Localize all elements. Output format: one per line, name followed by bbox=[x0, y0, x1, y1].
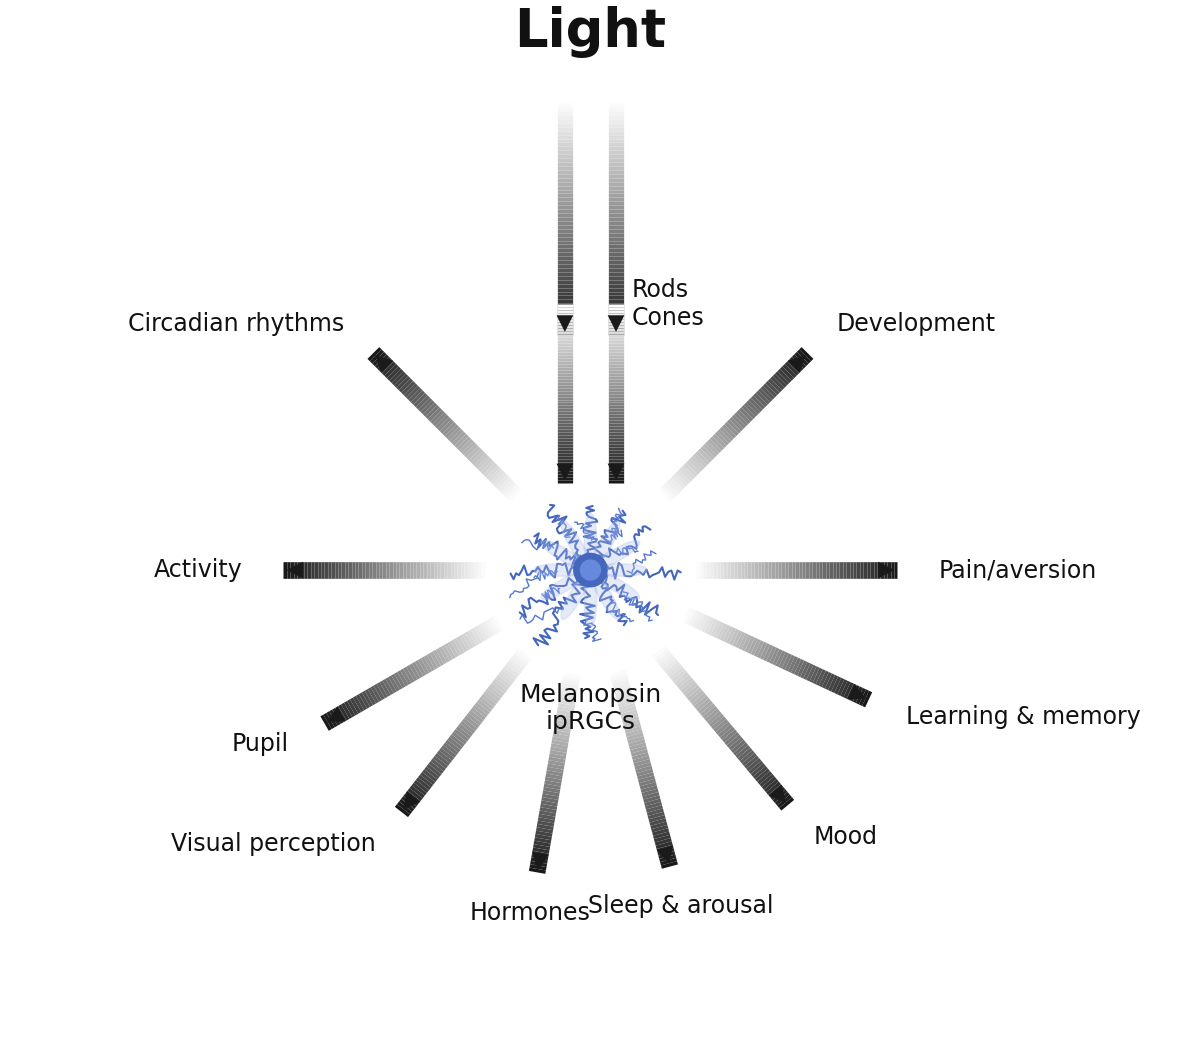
Text: Learning & memory: Learning & memory bbox=[906, 705, 1140, 729]
Polygon shape bbox=[590, 521, 620, 570]
Text: Pain/aversion: Pain/aversion bbox=[938, 558, 1097, 582]
Polygon shape bbox=[534, 563, 590, 577]
Polygon shape bbox=[590, 563, 647, 577]
Text: Rods
Cones: Rods Cones bbox=[631, 279, 704, 330]
Text: Hormones: Hormones bbox=[469, 901, 590, 925]
Circle shape bbox=[581, 560, 600, 580]
Polygon shape bbox=[590, 570, 620, 619]
Polygon shape bbox=[562, 521, 590, 570]
Text: Pupil: Pupil bbox=[232, 731, 289, 756]
Text: Development: Development bbox=[836, 312, 996, 336]
Circle shape bbox=[574, 554, 607, 586]
Text: Sleep & arousal: Sleep & arousal bbox=[588, 894, 773, 919]
Polygon shape bbox=[541, 570, 590, 599]
Polygon shape bbox=[562, 570, 590, 619]
Polygon shape bbox=[583, 514, 598, 570]
Polygon shape bbox=[590, 570, 640, 599]
Polygon shape bbox=[541, 540, 590, 570]
Text: Mood: Mood bbox=[814, 825, 878, 848]
Text: Activity: Activity bbox=[154, 558, 242, 582]
Polygon shape bbox=[590, 540, 640, 570]
Text: Light: Light bbox=[515, 6, 666, 59]
Text: Melanopsin
ipRGCs: Melanopsin ipRGCs bbox=[520, 682, 661, 735]
Polygon shape bbox=[583, 570, 598, 626]
Text: Visual perception: Visual perception bbox=[172, 832, 377, 857]
Text: Circadian rhythms: Circadian rhythms bbox=[128, 312, 344, 336]
